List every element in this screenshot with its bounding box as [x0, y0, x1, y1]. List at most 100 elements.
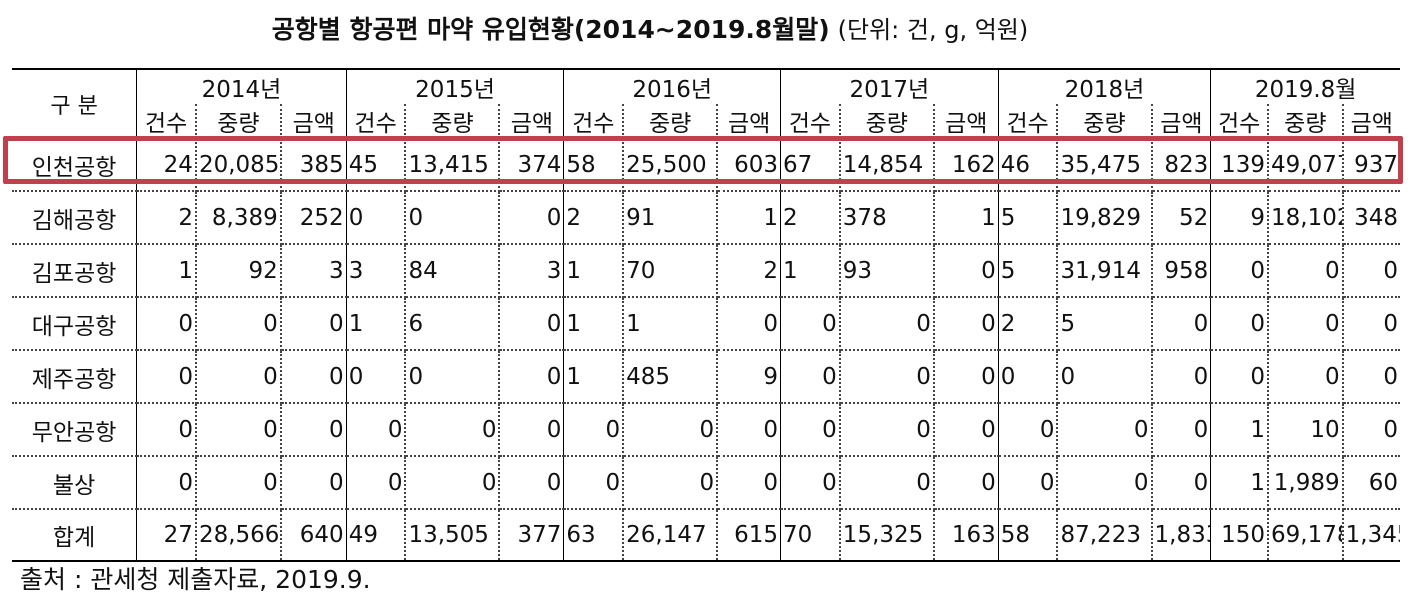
table-cell: 0 [280, 403, 347, 457]
table-cell: 348 [1342, 191, 1400, 245]
table-cell: 58 [563, 138, 625, 192]
table-row: 대구공항 0 0 0 1 6 0 1 1 0 0 0 0 2 5 0 0 0 0 [12, 297, 1400, 351]
table-cell: 67 [780, 138, 841, 192]
table-cell: 0 [780, 456, 841, 510]
table-cell: 0 [1151, 297, 1212, 351]
table-row: 불상 0 0 0 0 0 0 0 0 0 0 0 0 0 0 0 1 1,989 60 [12, 456, 1400, 510]
subheader-count: 건수 [346, 104, 407, 139]
table-cell: 0 [563, 456, 625, 510]
year-header: 2016년 [563, 68, 781, 104]
table-cell: 823 [1151, 138, 1212, 192]
table-cell: 377 [499, 509, 565, 562]
table-cell: 0 [780, 403, 841, 457]
table-cell: 1 [563, 297, 625, 351]
table-cell: 18,102 [1268, 191, 1344, 245]
row-label: 김해공항 [12, 191, 138, 245]
table-cell: 937 [1342, 138, 1400, 192]
table-cell: 0 [933, 297, 999, 351]
table-cell: 52 [1151, 191, 1212, 245]
subheader-weight: 중량 [405, 104, 501, 139]
subheader-weight: 중량 [1268, 104, 1344, 139]
table-cell: 13,415 [405, 138, 501, 192]
table-cell: 0 [1210, 297, 1270, 351]
table-cell: 5 [998, 191, 1059, 245]
table-cell: 0 [405, 350, 501, 404]
table-cell: 374 [499, 138, 565, 192]
table-row: 김포공항 1 92 3 3 84 3 1 70 2 1 93 0 5 31,914 958 0 0 0 [12, 244, 1400, 298]
table-cell: 252 [280, 191, 347, 245]
table-cell: 485 [623, 350, 719, 404]
subheader-amount: 금액 [280, 104, 347, 139]
title-unit: (단위: 건, g, 억원) [837, 16, 1029, 44]
table-cell: 1 [563, 244, 625, 298]
table-cell: 70 [623, 244, 719, 298]
table-cell: 0 [280, 456, 347, 510]
table-row: 인천공항 24 20,085 385 45 13,415 374 58 25,500 603 67 1… [12, 138, 1400, 192]
table-cell: 9 [1210, 191, 1270, 245]
table-cell: 6 [405, 297, 501, 351]
table-row: 제주공항 0 0 0 0 0 0 1 485 9 0 0 0 0 0 0 0 0 0 [12, 350, 1400, 404]
subheader-weight: 중량 [195, 104, 282, 139]
subheader-amount: 금액 [717, 104, 782, 139]
table-body: 인천공항 24 20,085 385 45 13,415 374 58 25,500 603 67 1… [12, 138, 1400, 562]
table-cell: 0 [195, 297, 282, 351]
subheader-weight: 중량 [1057, 104, 1153, 139]
table-cell: 0 [280, 297, 347, 351]
row-label: 불상 [12, 456, 138, 510]
table-cell: 0 [839, 297, 935, 351]
table-cell: 0 [563, 403, 625, 457]
table-cell: 45 [346, 138, 407, 192]
table-cell: 163 [933, 509, 999, 562]
header-row-years: 구 분 2014년 2015년 2016년 2017년 2018년 2019.8… [12, 68, 1400, 139]
table-cell: 0 [1210, 244, 1270, 298]
year-header: 2019.8월 [1210, 68, 1400, 104]
table-row: 무안공항 0 0 0 0 0 0 0 0 0 0 0 0 0 0 0 1 10 0 [12, 403, 1400, 457]
table-cell: 1,989 [1268, 456, 1344, 510]
table-cell: 0 [405, 456, 501, 510]
table-cell: 0 [1210, 350, 1270, 404]
table-cell: 0 [717, 403, 782, 457]
subheader-amount: 금액 [1151, 104, 1212, 139]
table-cell: 0 [1268, 244, 1344, 298]
table-cell: 603 [717, 138, 782, 192]
table-cell: 87,223 [1057, 509, 1153, 562]
table-cell: 2 [717, 244, 782, 298]
table-cell: 93 [839, 244, 935, 298]
table-cell: 0 [499, 456, 565, 510]
table-cell: 19,829 [1057, 191, 1153, 245]
row-label: 인천공항 [12, 138, 138, 192]
title-main: 공항별 항공편 마약 유입현황(2014∼2019.8월말) [271, 15, 830, 44]
table-row: 김해공항 2 8,389 252 0 0 0 2 91 1 2 378 1 5 19,829 52 9 18,10… [12, 191, 1400, 245]
table-cell: 0 [1151, 350, 1212, 404]
table-cell: 31,914 [1057, 244, 1153, 298]
subheader-count: 건수 [1210, 104, 1270, 139]
table-cell: 1 [1210, 456, 1270, 510]
table-cell: 1,345 [1342, 509, 1400, 562]
table-cell: 0 [1268, 350, 1344, 404]
table-cell: 0 [1151, 456, 1212, 510]
table-cell: 28,566 [195, 509, 282, 562]
table-cell: 0 [717, 297, 782, 351]
table-cell: 1 [933, 191, 999, 245]
table-cell: 0 [499, 403, 565, 457]
table-cell: 1 [136, 244, 197, 298]
table-cell: 70 [780, 509, 841, 562]
table-cell: 26,147 [623, 509, 719, 562]
table-cell: 0 [839, 403, 935, 457]
table-cell: 0 [1268, 297, 1344, 351]
category-header: 구 분 [12, 68, 138, 139]
table-cell: 0 [1151, 403, 1212, 457]
table-cell: 1 [563, 350, 625, 404]
table-cell: 1 [780, 244, 841, 298]
table-cell: 0 [499, 350, 565, 404]
table-cell: 0 [1057, 350, 1153, 404]
table-cell: 2 [998, 297, 1059, 351]
year-header: 2018년 [997, 68, 1211, 104]
header-row-sub: 건수 중량 금액 건수 중량 금액 건수 중량 금액 건수 중량 금액 건수 중량 금액 건수 중량 금액 [12, 104, 1400, 139]
table-cell: 385 [280, 138, 347, 192]
table-cell: 15,325 [839, 509, 935, 562]
row-label: 무안공항 [12, 403, 138, 457]
table-cell: 1 [1210, 403, 1270, 457]
table-cell: 0 [998, 350, 1059, 404]
year-header: 2014년 [136, 68, 347, 104]
